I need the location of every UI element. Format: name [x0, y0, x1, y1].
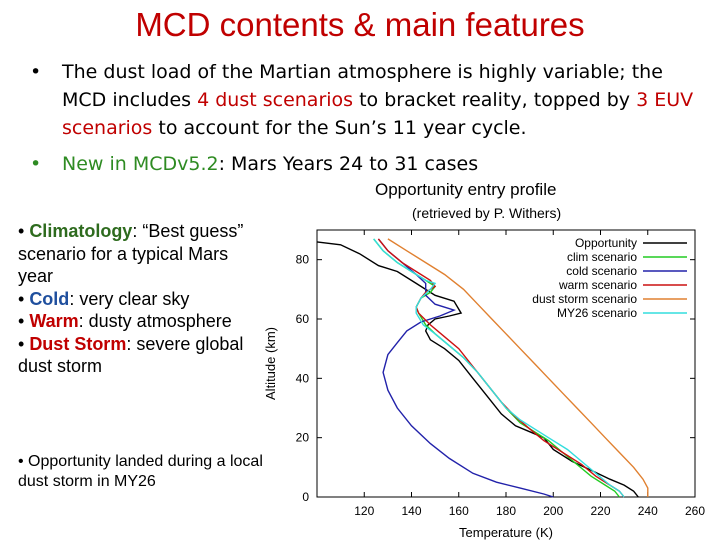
y-tick-label: 60: [296, 312, 310, 326]
plot-title: Opportunity entry profile: [375, 180, 557, 199]
legend-label: Opportunity: [575, 236, 637, 250]
scenario-desc: : severe global dust storm: [18, 333, 244, 377]
bullet-dot: •: [30, 61, 42, 83]
series-line: [377, 238, 554, 498]
x-axis-label: Temperature (K): [459, 525, 553, 540]
y-tick-label: 80: [296, 253, 310, 267]
bullet-dot: •: [18, 288, 30, 309]
bullet-dot: •: [30, 153, 42, 175]
plot-frame: [316, 229, 696, 498]
y-axis-label: Altitude (km): [263, 327, 278, 400]
scenario-list: • Climatology: “Best guess” scenario for…: [18, 220, 263, 378]
bullet-dust-load-text: The dust load of the Martian atmosphere …: [62, 58, 700, 142]
series-line: [377, 238, 625, 498]
x-tick-label: 160: [449, 504, 469, 518]
x-tick-label: 220: [590, 504, 610, 518]
bullet-dot: •: [18, 311, 30, 331]
bullet-new-version-text: New in MCDv5.2: Mars Years 24 to 31 case…: [62, 153, 478, 175]
scenario-name: Warm: [29, 311, 79, 331]
highlight-dust-scenarios: 4 dust scenarios: [197, 89, 354, 111]
y-tick-label: 40: [296, 371, 310, 385]
x-tick-label: 260: [685, 504, 705, 518]
bullet-text: : Mars Years 24 to 31 cases: [218, 153, 479, 175]
scenario-warm: • Warm: dusty atmosphere: [18, 310, 263, 333]
scenario-dust-storm: • Dust Storm: severe global dust storm: [18, 333, 263, 378]
scenario-desc: : very clear sky: [69, 288, 190, 309]
x-tick-label: 120: [354, 504, 374, 518]
scenario-name: Cold: [29, 288, 70, 309]
highlight-version: New in MCDv5.2: [62, 153, 219, 175]
scenario-climatology: • Climatology: “Best guess” scenario for…: [18, 220, 263, 288]
scenario-cold: • Cold: very clear sky: [18, 288, 263, 311]
legend-label: clim scenario: [567, 250, 637, 264]
legend-label: dust storm scenario: [532, 292, 637, 306]
highlight-euv-scenarios: 3 EUV scenarios: [62, 89, 694, 139]
series-line: [387, 238, 649, 497]
legend-label: cold scenario: [566, 264, 637, 278]
bullet-dust-load: • The dust load of the Martian atmospher…: [30, 58, 700, 142]
opportunity-note: • Opportunity landed during a local dust…: [18, 453, 263, 490]
series-line: [316, 241, 639, 498]
scenario-name: Climatology: [29, 221, 133, 241]
legend-label: warm scenario: [558, 278, 637, 292]
y-tick-label: 0: [302, 490, 309, 504]
bullet-new-version: • New in MCDv5.2: Mars Years 24 to 31 ca…: [30, 150, 478, 178]
bullet-dot: •: [18, 221, 30, 241]
temperature-profile-chart: 120 140 160 180 200 220 240 260 0 20 40 60 80 Tempera…: [263, 229, 705, 540]
scenario-desc: : dusty atmosphere: [78, 311, 232, 331]
scenario-desc: : “Best guess” scenario for a typical Ma…: [18, 221, 244, 286]
x-tick-label: 200: [543, 504, 563, 518]
plot-subtitle: (retrieved by P. Withers): [412, 205, 562, 221]
bullet-text: to bracket reality, topped by: [353, 89, 637, 111]
bullet-dot: •: [18, 333, 30, 354]
bullet-text: The dust load of the Martian atmosphere …: [62, 61, 663, 111]
bullet-text: to account for the Sun’s 11 year cycle.: [152, 117, 527, 139]
x-tick-label: 180: [496, 504, 516, 518]
scenario-name: Dust Storm: [29, 333, 127, 354]
x-tick-label: 240: [638, 504, 658, 518]
slide-title: MCD contents & main features: [135, 6, 585, 43]
series-line: [373, 238, 625, 498]
y-tick-label: 20: [296, 431, 310, 445]
x-tick-label: 140: [401, 504, 421, 518]
legend-label: MY26 scenario: [557, 306, 637, 320]
